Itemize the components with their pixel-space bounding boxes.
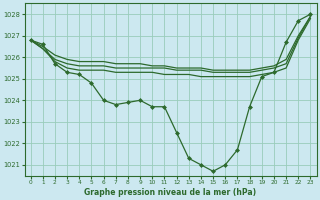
X-axis label: Graphe pression niveau de la mer (hPa): Graphe pression niveau de la mer (hPa) — [84, 188, 257, 197]
